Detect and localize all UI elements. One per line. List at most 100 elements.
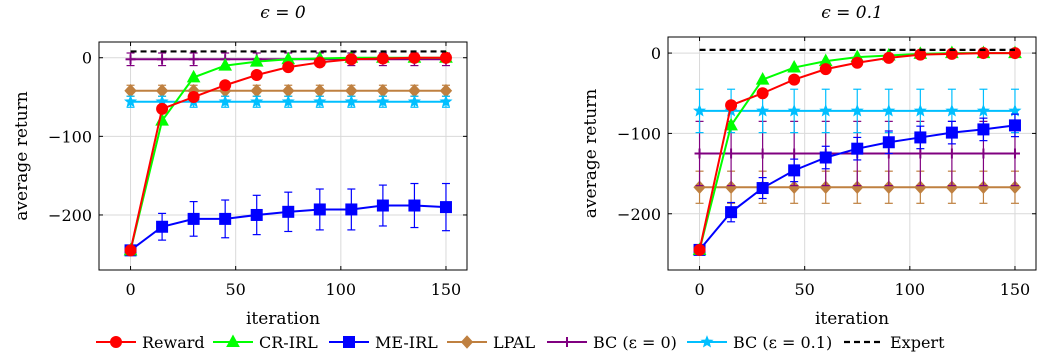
data-point <box>125 54 136 65</box>
legend-item-lpal: LPAL <box>447 333 535 352</box>
data-point <box>819 151 832 164</box>
data-point <box>756 87 769 100</box>
data-point <box>345 53 358 66</box>
data-point <box>408 199 421 212</box>
chart-title: ϵ = 0.1 <box>821 3 883 23</box>
legend-item-expert: Expert <box>844 333 945 352</box>
data-point <box>1008 119 1021 132</box>
data-point <box>1008 104 1022 117</box>
legend-marker <box>562 337 572 347</box>
data-point <box>851 142 864 155</box>
chart-2: 0 50 100 150 0 −100 −200 ϵ = 0.1 iteration averag… <box>581 3 1037 329</box>
data-point <box>788 73 801 86</box>
data-point <box>218 58 233 71</box>
plot-frame <box>98 41 468 271</box>
data-point <box>1009 148 1020 159</box>
data-point <box>850 104 864 117</box>
series-bc-eps-0-1 <box>693 88 1022 134</box>
data-point <box>219 212 232 225</box>
data-point <box>439 51 452 64</box>
x-axis-label: iteration <box>815 309 889 329</box>
data-point <box>914 131 927 144</box>
data-point <box>408 51 421 64</box>
chart-title: ϵ = 0 <box>260 3 306 23</box>
y-tick-label: −100 <box>617 124 661 143</box>
data-point <box>945 126 958 139</box>
data-point <box>913 104 927 117</box>
data-point <box>219 79 232 92</box>
x-tick-label: 150 <box>431 280 462 299</box>
data-point <box>313 203 326 216</box>
x-tick-label: 100 <box>895 280 926 299</box>
data-point <box>407 94 421 108</box>
legend-label: Reward <box>142 333 205 352</box>
data-point <box>187 91 200 104</box>
data-point <box>945 47 958 60</box>
data-point <box>694 148 705 159</box>
data-point <box>124 244 137 257</box>
x-tick-label: 50 <box>795 280 815 299</box>
data-point <box>882 104 896 117</box>
data-point <box>282 205 295 218</box>
y-tick-label: −200 <box>617 205 661 224</box>
data-point <box>787 59 802 73</box>
data-point <box>756 104 770 117</box>
data-point <box>249 54 264 67</box>
data-point <box>282 61 295 74</box>
data-point <box>376 52 389 65</box>
data-point <box>188 54 199 65</box>
data-point <box>156 102 169 115</box>
data-point <box>976 104 990 117</box>
data-point <box>186 69 201 83</box>
data-point <box>819 63 832 76</box>
x-axis-label: iteration <box>246 309 320 329</box>
data-point <box>439 94 453 108</box>
x-tick-label: 100 <box>326 280 357 299</box>
legend-item-bc-eps-0: BC (ε = 0) <box>547 333 677 352</box>
series-me-irl <box>124 182 452 257</box>
legend-marker <box>700 335 714 348</box>
data-point <box>218 94 232 108</box>
legend-label: Expert <box>890 333 945 352</box>
legend-item-bc-eps-0-1: BC (ε = 0.1) <box>687 333 832 352</box>
data-point <box>882 136 895 149</box>
data-point <box>756 182 769 195</box>
legend-label: ME-IRL <box>375 333 438 352</box>
data-point <box>281 94 295 108</box>
data-point <box>157 54 168 65</box>
chart-1: 0 50 100 150 0 −100 −200 ϵ = 0 iteration average … <box>12 3 468 329</box>
x-tick-label: 0 <box>125 280 135 299</box>
data-point <box>439 201 452 214</box>
data-point <box>345 203 358 216</box>
y-axis-label: average return <box>581 89 601 219</box>
data-point <box>313 56 326 69</box>
series-me-irl <box>693 113 1021 256</box>
y-tick-label: 0 <box>651 44 661 63</box>
y-tick-label: −100 <box>48 127 92 146</box>
data-point <box>788 164 801 177</box>
data-point <box>376 94 390 108</box>
data-point <box>787 104 801 117</box>
data-point <box>313 94 327 108</box>
data-point <box>693 243 706 256</box>
data-point <box>882 51 895 64</box>
data-point <box>945 104 959 117</box>
legend-item-reward: Reward <box>96 333 205 352</box>
data-point <box>755 72 770 85</box>
data-point <box>724 117 738 131</box>
x-tick-label: 50 <box>226 280 246 299</box>
data-point <box>250 94 264 108</box>
series-reward <box>124 51 452 257</box>
data-point <box>344 94 358 108</box>
legend-marker <box>110 336 122 348</box>
data-point <box>124 94 138 108</box>
data-point <box>250 69 263 82</box>
data-point <box>693 104 707 117</box>
data-point <box>851 56 864 69</box>
legend-item-cr-irl: CR-IRL <box>213 333 318 352</box>
data-point <box>725 206 738 219</box>
data-point <box>977 123 990 136</box>
legend-item-me-irl: ME-IRL <box>329 333 438 352</box>
data-point <box>819 104 833 117</box>
data-point <box>725 99 738 112</box>
